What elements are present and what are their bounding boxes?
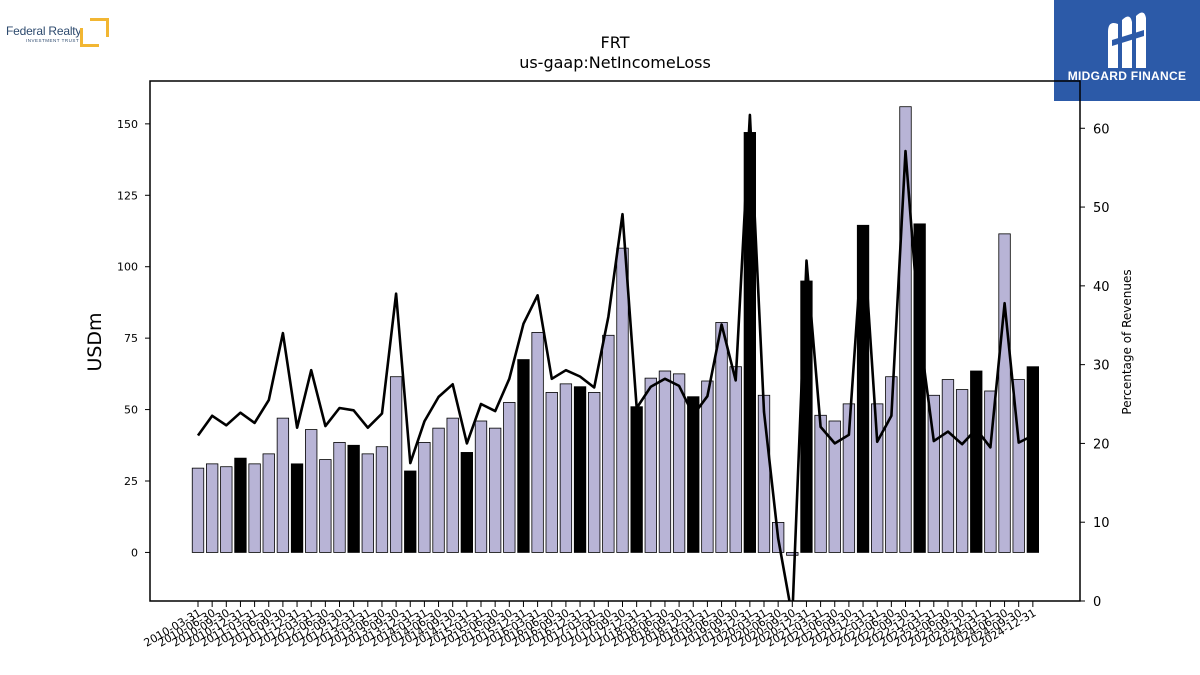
bar-2019-03-31: [701, 380, 714, 553]
federal-realty-logo-name: Federal Realty: [6, 24, 82, 38]
y2-tick-label-20: 20: [1093, 437, 1110, 452]
series-line: [196, 113, 1034, 601]
bar-2016-03-31: [531, 332, 544, 553]
bar-2017-09-30: [616, 247, 629, 553]
plot-frame: [149, 80, 1081, 602]
y-tick-label-50: 50: [124, 404, 138, 417]
federal-realty-logo: Federal Realty INVESTMENT TRUST: [4, 16, 116, 56]
y2-axis-label: Percentage of Revenues: [1120, 269, 1134, 414]
bar-2024-09-30: [1012, 379, 1025, 553]
bar-2019-09-30: [729, 366, 742, 553]
bar-2012-03-31: [305, 429, 318, 553]
bar-2016-09-30: [559, 383, 573, 553]
bar-2022-09-30: [899, 106, 912, 553]
bar-2015-12-31: [517, 359, 530, 553]
chart-subtitle: us-gaap:NetIncomeLoss: [519, 53, 711, 72]
bar-2017-03-31: [588, 392, 601, 553]
bar-2010-09-30: [220, 466, 233, 553]
bar-2015-06-30: [488, 427, 502, 553]
chart-title: FRT: [601, 33, 630, 52]
bar-2011-03-31: [248, 463, 261, 553]
bar-2017-12-31: [630, 406, 643, 553]
bar-2022-03-31: [871, 403, 884, 553]
bar-2014-03-31: [418, 442, 431, 553]
y-axis-label: USDm: [84, 312, 106, 371]
bar-2011-09-30: [276, 417, 290, 553]
bar-2016-06-30: [545, 392, 558, 553]
bar-2013-09-30: [389, 376, 403, 553]
bar-2024-06-30: [998, 233, 1011, 553]
y-tick-label-25: 25: [124, 475, 138, 488]
y-tick-label-150: 150: [117, 118, 138, 131]
bar-2013-03-31: [361, 453, 374, 553]
bar-2018-03-31: [644, 377, 657, 553]
bar-2015-03-31: [474, 420, 488, 553]
bar-2010-06-30: [205, 463, 219, 553]
bar-2015-09-30: [503, 402, 516, 553]
bar-2022-06-30: [885, 376, 898, 553]
bar-2017-06-30: [602, 334, 615, 553]
y2-tick-label-40: 40: [1093, 280, 1110, 295]
bar-2013-12-31: [404, 470, 417, 553]
bar-2010-03-31: [191, 467, 205, 553]
midgard-finance-logo: MIDGARD FINANCE: [1054, 0, 1200, 101]
bar-2023-06-30: [941, 379, 955, 553]
bar-2023-12-31: [970, 370, 983, 553]
bar-2020-09-30: [786, 552, 799, 556]
midgard-finance-logo-text: MIDGARD FINANCE: [1067, 69, 1187, 83]
federal-realty-logo-tagline: INVESTMENT TRUST: [26, 38, 80, 43]
bar-2012-12-31: [347, 444, 360, 553]
bar-2012-09-30: [333, 442, 346, 553]
y2-tick-label-0: 0: [1093, 595, 1101, 610]
bar-2022-12-31: [913, 223, 926, 553]
bar-2021-06-30: [828, 420, 841, 553]
bar-2014-06-30: [432, 427, 445, 553]
y-tick-label-100: 100: [117, 261, 138, 274]
y-tick-label-75: 75: [124, 332, 138, 345]
bar-2023-09-30: [955, 389, 969, 553]
bar-2012-06-30: [319, 459, 332, 553]
y2-tick-label-30: 30: [1093, 359, 1110, 374]
y2-tick-label-10: 10: [1093, 516, 1110, 531]
bar-2014-09-30: [446, 417, 459, 553]
bar-2021-03-31: [814, 414, 827, 553]
y2-tick-label-50: 50: [1093, 201, 1110, 216]
bar-2013-06-30: [375, 446, 389, 553]
logo-bracket-icon-2: [90, 18, 109, 37]
bar-2016-12-31: [573, 386, 587, 553]
bar-2018-09-30: [672, 373, 686, 553]
bar-2019-06-30: [715, 322, 728, 553]
bar-2011-12-31: [290, 463, 304, 553]
y-tick-label-125: 125: [117, 189, 138, 202]
bar-2014-12-31: [460, 452, 474, 553]
bar-2011-06-30: [262, 453, 275, 553]
bar-2018-12-31: [687, 396, 700, 553]
plot-area: [191, 106, 1039, 601]
y-tick-label-0: 0: [131, 546, 138, 559]
bar-2024-12-31: [1026, 366, 1039, 553]
logo-bracket-icon: [80, 28, 99, 47]
bar-2021-09-30: [842, 403, 856, 553]
bar-2021-12-31: [856, 224, 870, 553]
bar-2018-06-30: [658, 370, 672, 553]
bar-2010-12-31: [234, 457, 247, 553]
y2-tick-label-60: 60: [1093, 122, 1110, 137]
midgard-mark-icon: [1108, 12, 1146, 69]
bar-2024-03-31: [984, 390, 997, 553]
bar-2023-03-31: [927, 394, 940, 553]
